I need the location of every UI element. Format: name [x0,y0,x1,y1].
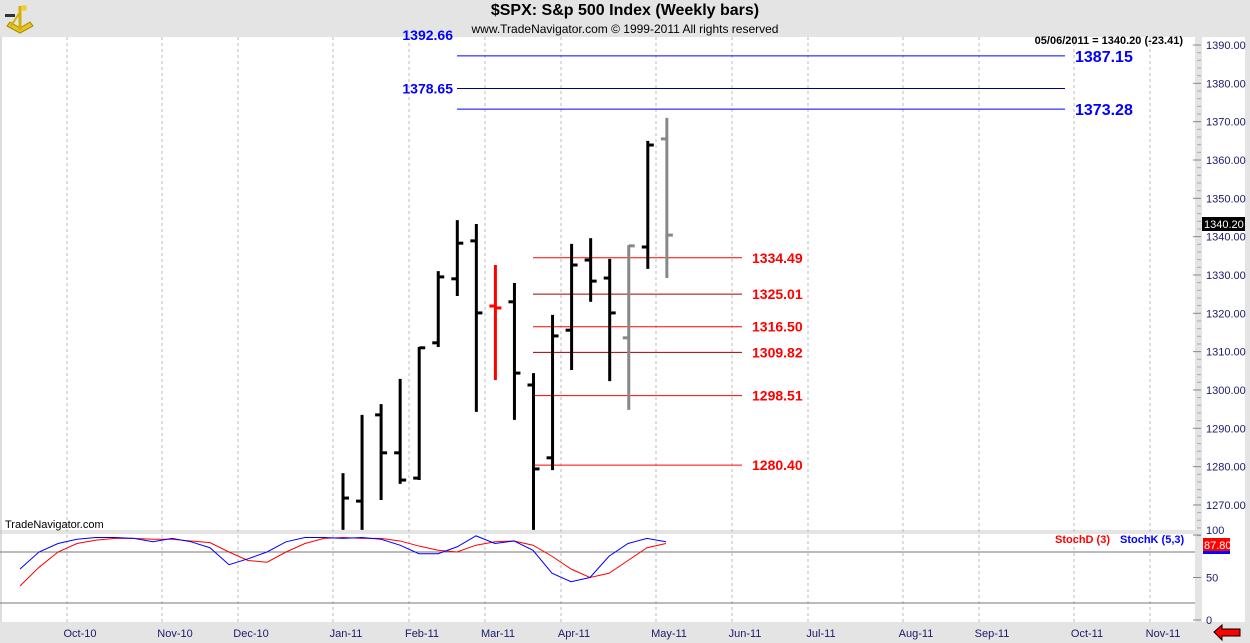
stoch-legend-k: StochK (5,3) [1120,534,1185,546]
last-price-tag-bg [1202,217,1245,231]
fib-level-label: 1325.01 [752,286,803,302]
price-axis-label: 1310.00 [1206,347,1246,359]
chart-header: $SPX: S&p 500 Index (Weekly bars) www.Tr… [0,0,1250,37]
price-axis-label: 1390.00 [1206,40,1246,52]
fib-level-label: 1387.15 [1075,49,1133,66]
date-axis-label: Mar-11 [481,628,515,640]
price-axis-label: 1340.00 [1206,232,1246,244]
stoch-axis-label: 0 [1206,615,1212,627]
stoch-axis-label: 50 [1206,573,1218,585]
fib-level-label: 1309.82 [752,344,803,360]
stoch-tag: 87.80 [1204,540,1232,552]
price-axis-label: 1300.00 [1206,385,1246,397]
fib-level-label: 1334.49 [752,250,803,266]
fib-level-label: 1316.50 [752,319,803,335]
last-price-tag: 1340.20 [1204,219,1244,231]
stoch-line-d [19,537,667,587]
date-axis-label: May-11 [651,628,687,640]
date-axis-label: Aug-11 [899,628,934,640]
last-price-readout: 05/06/2011 = 1340.20 (-23.41) [1035,35,1184,47]
price-axis-label: 1360.00 [1206,155,1246,167]
chart-title: $SPX: S&p 500 Index (Weekly bars) [490,2,760,19]
stoch-line-k [19,535,667,583]
price-axis-label: 1270.00 [1206,500,1246,512]
fib-level-label: 1378.65 [402,81,453,97]
fib-level-label-partial: 1392.66 [402,27,453,43]
date-axis-background [0,622,1250,643]
stoch-axis-label: 100 [1206,525,1224,537]
date-axis-label: Sep-11 [975,628,1010,640]
date-axis-label: Apr-11 [558,628,590,640]
date-axis-label: Jul-11 [806,628,835,640]
date-axis-label: Oct-10 [63,628,96,640]
sextant-logo-icon [5,5,34,34]
scroll-left-arrow-icon[interactable] [1213,623,1241,642]
stoch-tag-underline [1203,551,1230,554]
fib-level-label: 1298.51 [752,388,803,404]
price-axis-area [1202,37,1245,622]
price-axis-label: 1280.00 [1206,462,1246,474]
price-axis-label: 1370.00 [1206,117,1246,129]
date-axis-label: Oct-11 [1071,628,1103,640]
date-axis-label: Nov-11 [1146,628,1181,640]
price-axis-label: 1380.00 [1206,78,1246,90]
fib-level-label: 1373.28 [1075,102,1133,119]
date-axis-label: Dec-10 [233,628,268,640]
stoch-legend-d: StochD (3) [1055,534,1110,546]
stoch-tag-bg [1203,538,1230,551]
price-axis-label: 1320.00 [1206,308,1246,320]
watermark-text: TradeNavigator.com [5,519,104,531]
pane-divider [0,530,1195,534]
date-axis-label: Jan-11 [330,628,363,640]
price-axis-label: 1290.00 [1206,423,1246,435]
copyright-text: www.TradeNavigator.com © 1999-2011 All r… [471,22,779,36]
price-axis-label: 1350.00 [1206,193,1246,205]
date-axis-label: Jun-11 [729,628,762,640]
fib-level-label: 1280.40 [752,457,803,473]
date-axis-label: Feb-11 [405,628,439,640]
price-axis-label: 1330.00 [1206,270,1246,282]
date-axis-label: Nov-10 [157,628,192,640]
